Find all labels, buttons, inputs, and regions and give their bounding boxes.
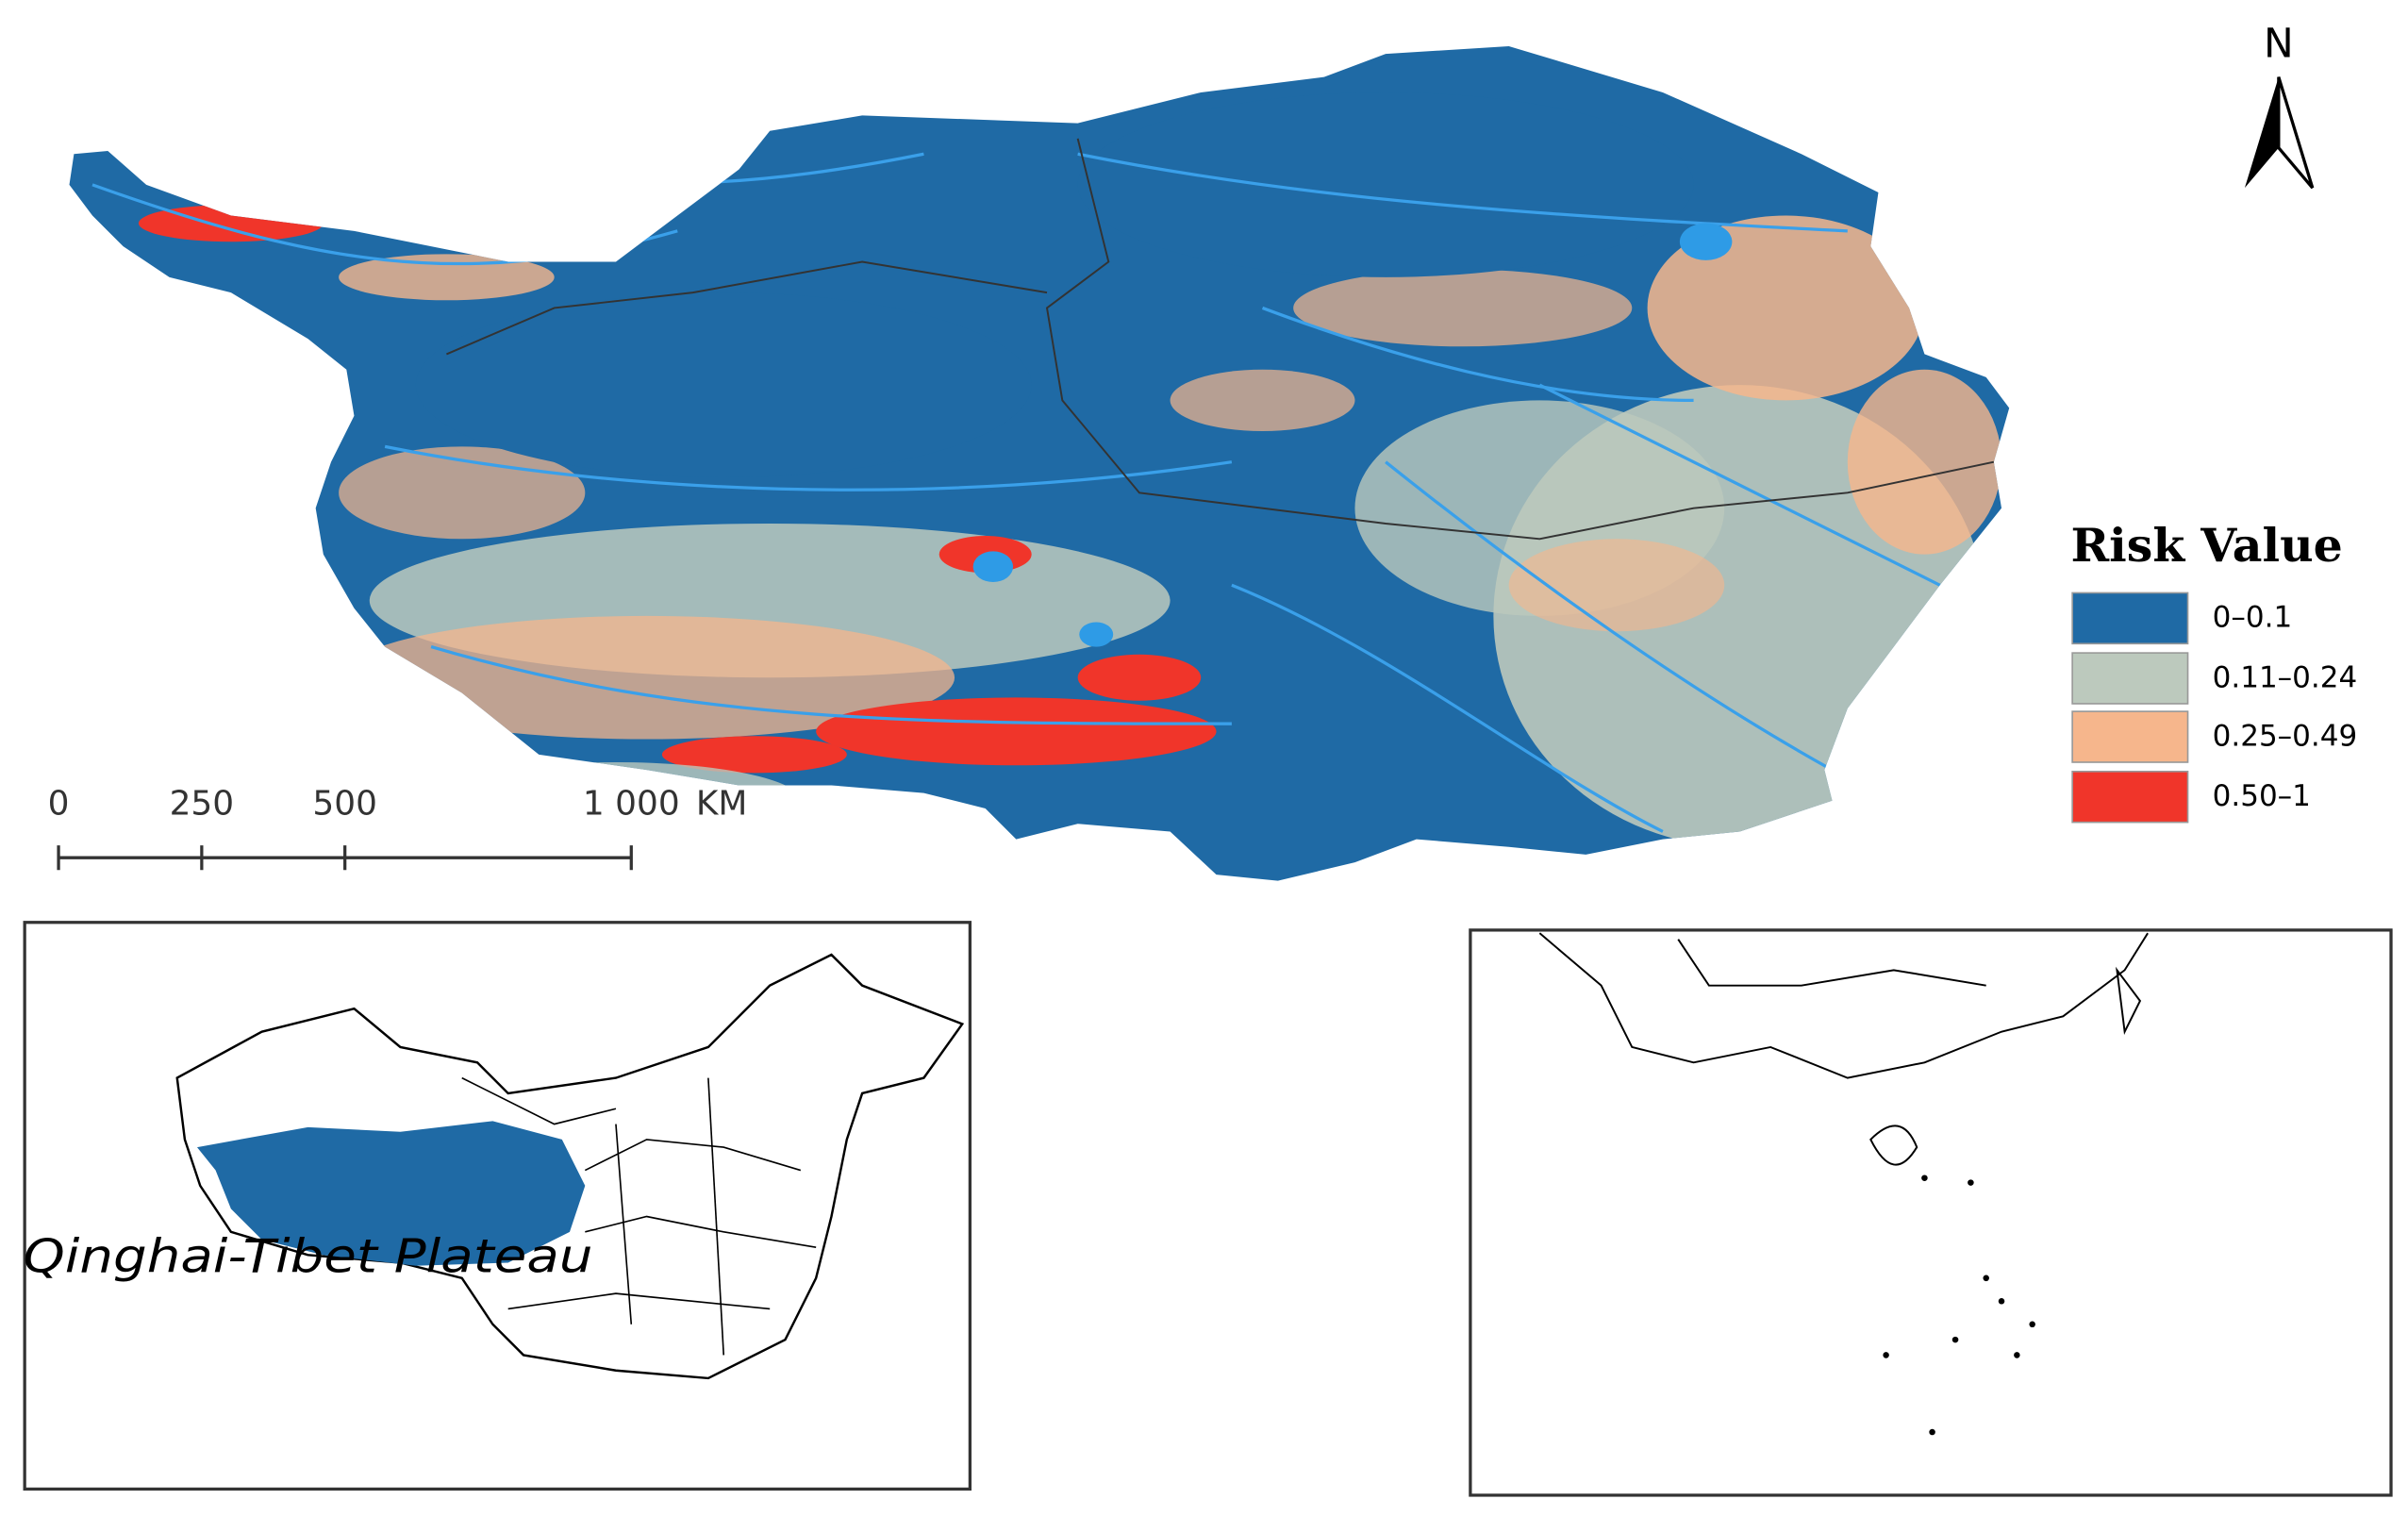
legend-label: 0–0.1 bbox=[2213, 601, 2293, 635]
north-arrow: N bbox=[2244, 21, 2315, 190]
inset-china: Qinghai-Tibet Plateau bbox=[23, 921, 972, 1491]
legend-title: Risk Value bbox=[2070, 518, 2342, 573]
legend-label: 0.11–0.24 bbox=[2213, 660, 2358, 694]
north-label: N bbox=[2264, 21, 2294, 67]
scale-unit: KM bbox=[696, 785, 748, 824]
legend-label: 0.50–1 bbox=[2213, 779, 2311, 813]
legend-swatch bbox=[2071, 770, 2189, 824]
legend-swatch bbox=[2071, 591, 2189, 645]
legend-label: 0.25–0.49 bbox=[2213, 719, 2358, 753]
inset-label: Qinghai-Tibet Plateau bbox=[24, 1230, 593, 1284]
risk-patches bbox=[91, 92, 2002, 847]
lakes bbox=[972, 223, 1733, 647]
scale-label: 0 bbox=[48, 785, 70, 824]
scale-label: 250 bbox=[170, 785, 235, 824]
inset-south-china-sea bbox=[1469, 928, 2393, 1497]
legend-swatch bbox=[2071, 652, 2189, 705]
scale-label: 500 bbox=[312, 785, 377, 824]
scale-label: 1 000 bbox=[583, 785, 680, 824]
scale-bar: 0 250 500 1 000 KM bbox=[48, 785, 748, 871]
legend: Risk Value 0–0.1 0.11–0.24 0.25–0.49 0.50–1 bbox=[2070, 518, 2358, 824]
plateau-map bbox=[69, 45, 2010, 881]
legend-swatch bbox=[2071, 710, 2189, 763]
